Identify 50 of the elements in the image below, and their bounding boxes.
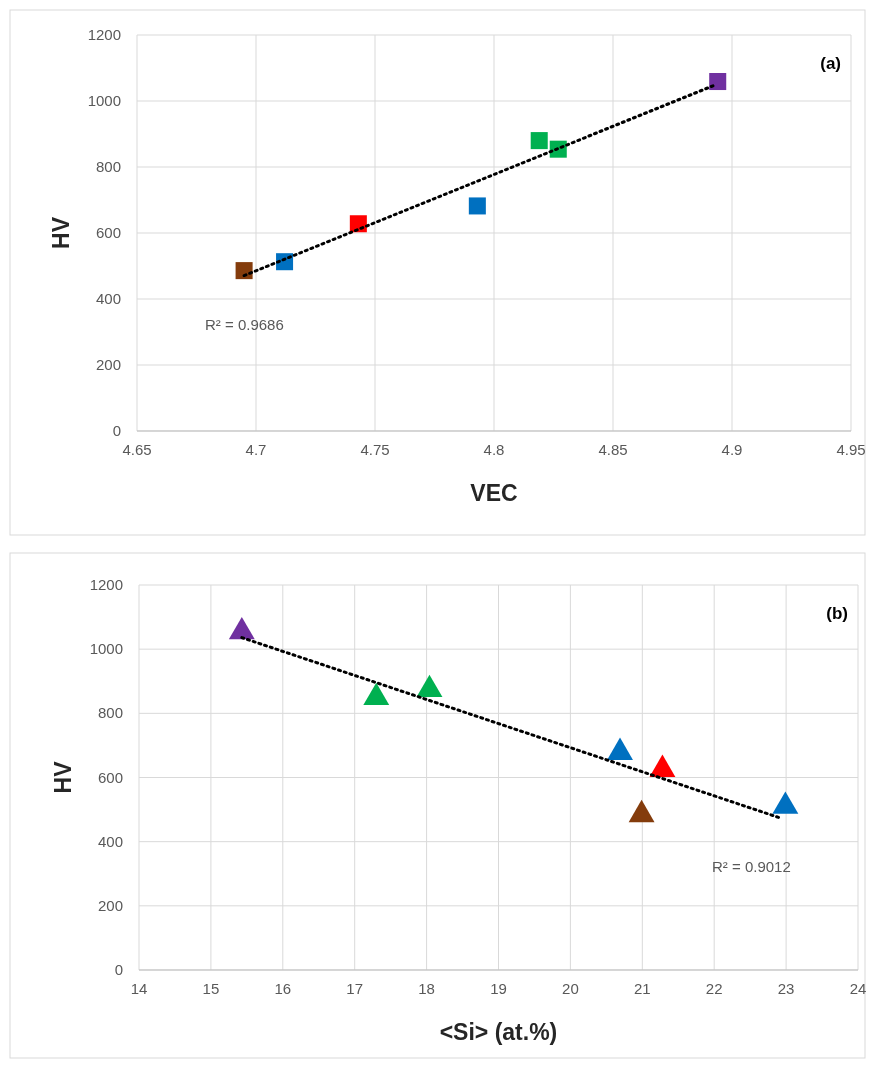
y-tick-label: 800 (97, 704, 123, 722)
point (607, 737, 633, 760)
point (628, 799, 655, 823)
x-tick-label: 4.95 (836, 441, 866, 458)
y-tick-label: 1200 (87, 26, 121, 43)
point (649, 754, 676, 777)
y-tick-label: 400 (97, 832, 123, 850)
point (468, 197, 486, 215)
y-tick-label: 0 (114, 961, 123, 978)
y-tick-label: 600 (95, 224, 121, 241)
x-tick-label: 4.9 (721, 441, 743, 458)
x-tick-label: 19 (490, 980, 507, 997)
y-tick-label: 400 (95, 290, 121, 307)
x-tick-label: 22 (705, 980, 723, 997)
annotation: (a) (820, 54, 841, 73)
x-tick-label: 17 (346, 980, 364, 997)
point (363, 682, 390, 706)
point (709, 73, 727, 91)
y-tick-label: 200 (97, 896, 123, 914)
annotation: (b) (826, 604, 848, 623)
point (228, 616, 255, 640)
x-tick-label: 23 (777, 980, 795, 997)
x-tick-label: 18 (418, 980, 435, 997)
point (772, 791, 799, 814)
x-axis-title: <Si> (at.%) (439, 1019, 558, 1045)
y-tick-label: 1000 (87, 92, 121, 109)
point (530, 132, 548, 150)
y-tick-label: 1200 (89, 576, 123, 593)
x-tick-label: 4.85 (598, 441, 628, 458)
annotation: R² = 0.9012 (712, 858, 791, 875)
x-tick-label: 15 (202, 980, 220, 997)
x-tick-label: 4.65 (122, 441, 152, 458)
x-tick-label: 4.8 (483, 441, 505, 458)
y-axis-title: HV (48, 216, 74, 249)
x-tick-label: 4.7 (245, 441, 267, 458)
x-tick-label: 14 (130, 980, 148, 997)
x-tick-label: 21 (633, 980, 651, 997)
y-tick-label: 200 (95, 356, 121, 373)
y-tick-label: 0 (112, 422, 121, 439)
y-tick-label: 600 (97, 768, 123, 786)
y-tick-label: 1000 (89, 640, 123, 658)
x-tick-label: 24 (849, 980, 867, 997)
annotation: R² = 0.9686 (205, 316, 284, 333)
x-tick-label: 16 (274, 980, 292, 997)
x-tick-label: 20 (562, 980, 579, 997)
x-tick-label: 4.75 (360, 441, 390, 458)
y-axis-title: HV (50, 760, 76, 794)
x-axis-title: VEC (470, 480, 518, 506)
point (416, 674, 443, 698)
y-tick-label: 800 (95, 158, 121, 175)
